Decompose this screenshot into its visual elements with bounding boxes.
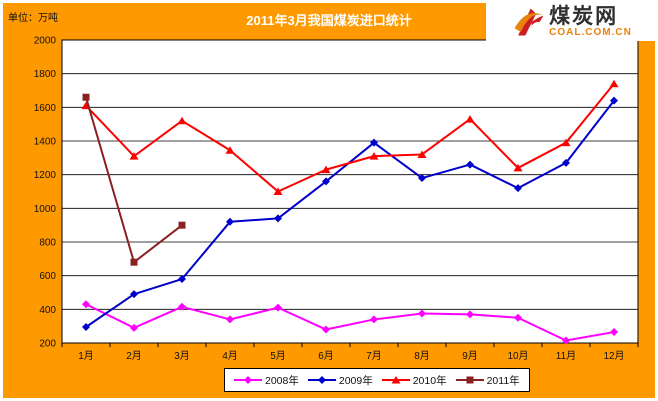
coal-net-swoosh-icon xyxy=(514,8,544,35)
data-point-marker xyxy=(562,158,570,167)
legend-label: 2009年 xyxy=(338,374,373,387)
y-axis-tick-label: 1000 xyxy=(34,204,57,215)
y-axis-tick-label: 1400 xyxy=(34,137,57,148)
legend-label: 2010年 xyxy=(412,374,447,387)
legend-item-2009年: 2009年 xyxy=(307,373,373,388)
data-point-marker xyxy=(514,313,522,322)
legend-item-2010年: 2010年 xyxy=(381,373,447,388)
data-point-marker xyxy=(226,217,234,226)
legend-label: 2011年 xyxy=(486,374,520,387)
data-point-marker xyxy=(466,160,474,169)
y-axis-tick-label: 2000 xyxy=(34,36,57,47)
x-axis-tick-label: 6月 xyxy=(318,350,334,362)
data-point-marker xyxy=(273,187,283,195)
x-axis-tick-label: 1月 xyxy=(78,350,94,362)
data-point-marker xyxy=(561,138,571,147)
data-point-marker xyxy=(130,323,138,332)
x-axis-tick-label: 5月 xyxy=(270,350,286,362)
x-axis-tick-label: 7月 xyxy=(366,350,382,362)
x-axis-tick-label: 4月 xyxy=(222,350,238,362)
data-point-marker xyxy=(513,163,523,172)
data-point-marker xyxy=(466,310,474,319)
data-point-marker xyxy=(322,177,330,186)
y-axis-tick-label: 200 xyxy=(39,339,56,350)
data-point-marker xyxy=(178,221,186,229)
y-axis-tick-label: 1800 xyxy=(34,69,57,80)
unit-label: 单位：万吨 xyxy=(8,13,58,24)
y-axis-tick-label: 1200 xyxy=(34,170,57,181)
x-axis-tick-label: 9月 xyxy=(462,350,478,362)
page-title: 2011年3月我国煤炭进口统计 xyxy=(246,13,412,28)
data-point-marker xyxy=(82,300,90,309)
data-point-marker xyxy=(514,184,522,193)
data-point-marker xyxy=(274,303,282,312)
diamond-marker-icon xyxy=(307,376,336,384)
data-point-marker xyxy=(369,152,379,160)
data-point-marker xyxy=(417,150,427,158)
plot-area xyxy=(61,39,639,344)
data-point-marker xyxy=(225,146,235,154)
data-point-marker xyxy=(370,315,378,324)
x-axis-tick-label: 10月 xyxy=(507,350,528,362)
legend-item-2008年: 2008年 xyxy=(234,373,299,388)
square-marker-icon xyxy=(455,376,484,384)
y-axis-tick-label: 400 xyxy=(39,305,56,316)
x-axis-tick-label: 12月 xyxy=(603,350,624,362)
data-point-marker xyxy=(610,96,618,105)
data-point-marker xyxy=(178,275,186,284)
data-point-marker xyxy=(177,116,187,125)
legend-label: 2008年 xyxy=(265,374,299,387)
data-point-marker xyxy=(562,336,570,345)
x-axis-tick-label: 3月 xyxy=(174,350,190,362)
logo-name: 煤炭网 xyxy=(549,4,619,28)
logo-domain: COAL.COM.CN xyxy=(549,26,632,38)
data-point-marker xyxy=(130,290,138,299)
data-point-marker xyxy=(274,214,282,223)
coal-net-logo: 煤炭网 COAL.COM.CN xyxy=(486,2,655,41)
chart-legend: 2008年 2009年 2010年 2011年 xyxy=(224,368,530,392)
data-point-marker xyxy=(418,309,426,318)
x-axis-tick-label: 2月 xyxy=(126,350,142,362)
data-point-marker xyxy=(610,328,618,337)
data-point-marker xyxy=(370,138,378,147)
data-point-marker xyxy=(322,325,330,334)
triangle-marker-icon xyxy=(381,376,410,384)
data-point-marker xyxy=(465,115,475,123)
y-axis-tick-label: 600 xyxy=(39,271,56,282)
logo-text: 煤炭网 COAL.COM.CN xyxy=(549,6,632,38)
series-line-2010年 xyxy=(85,83,615,193)
legend-item-2011年: 2011年 xyxy=(455,373,520,388)
data-point-marker xyxy=(130,258,138,266)
diamond-marker-icon xyxy=(234,376,262,384)
data-point-marker xyxy=(609,79,619,88)
data-point-marker xyxy=(82,323,90,332)
y-axis-tick-label: 1600 xyxy=(34,103,57,114)
x-axis-tick-label: 8月 xyxy=(414,350,430,362)
y-axis-tick-label: 800 xyxy=(39,238,56,249)
data-point-marker xyxy=(129,152,139,160)
line-chart: 200 400 600 800 1000 1200 1400 1600 1800 2000 1月 2月… xyxy=(34,36,639,362)
x-axis-tick-label: 11月 xyxy=(556,350,576,362)
data-point-marker xyxy=(418,174,426,183)
data-point-marker xyxy=(178,302,186,311)
series-line-2008年 xyxy=(85,303,615,342)
data-point-marker xyxy=(226,315,234,324)
data-point-marker xyxy=(321,165,331,174)
data-point-marker xyxy=(82,93,90,101)
